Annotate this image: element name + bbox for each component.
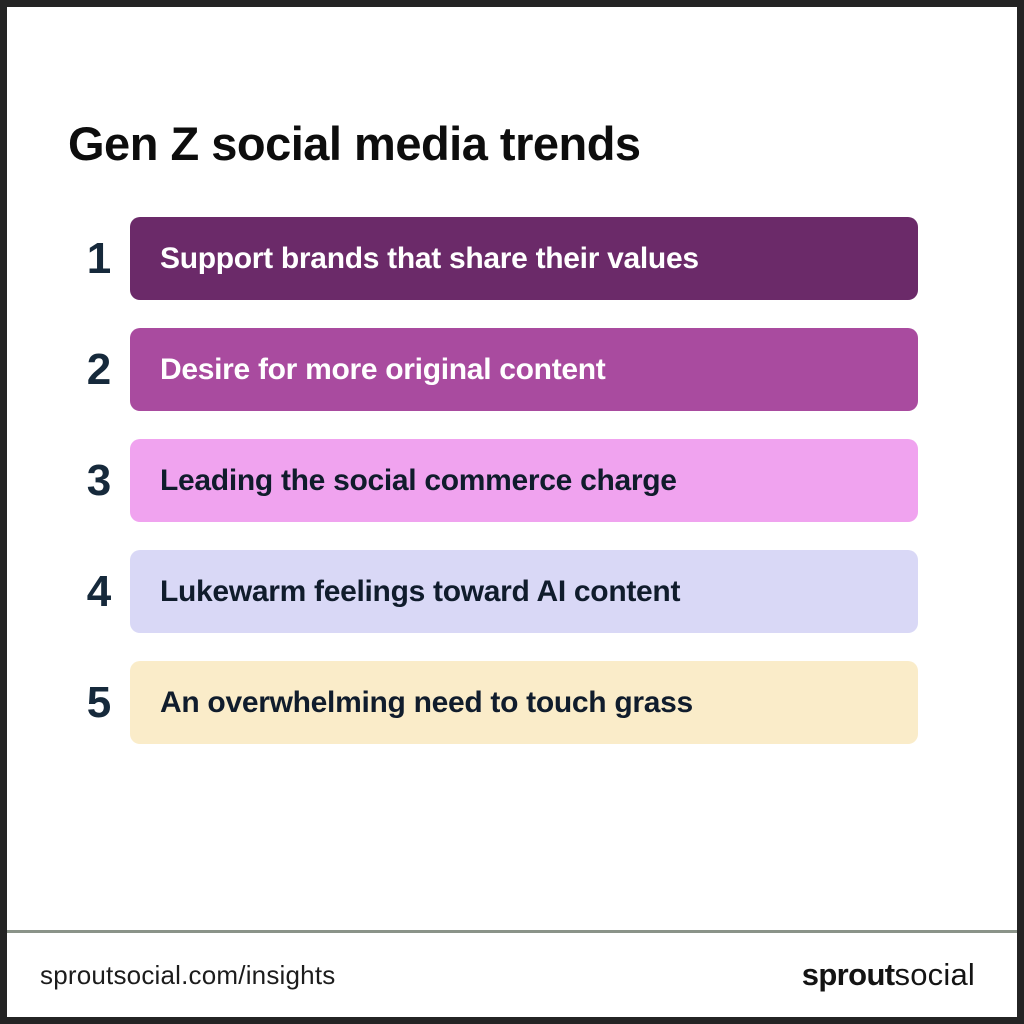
rank-number: 1: [86, 233, 112, 283]
sprout-social-logo: sproutsocial: [802, 957, 975, 993]
trend-label: Leading the social commerce charge: [160, 463, 677, 497]
page-title: Gen Z social media trends: [68, 117, 641, 171]
rank-number: 5: [86, 677, 112, 727]
trend-row-4: 4 Lukewarm feelings toward AI content: [68, 550, 918, 633]
trend-bar: An overwhelming need to touch grass: [130, 661, 918, 744]
rank-number: 2: [86, 344, 112, 394]
footer-divider: [7, 930, 1017, 933]
logo-word-sprout: sprout: [801, 957, 895, 992]
trend-label: Desire for more original content: [160, 352, 606, 386]
trend-list: 1 Support brands that share their values…: [68, 217, 918, 772]
rank-number: 3: [86, 455, 112, 505]
trend-row-2: 2 Desire for more original content: [68, 328, 918, 411]
trend-bar: Support brands that share their values: [130, 217, 918, 300]
footer: sproutsocial.com/insights sproutsocial: [7, 933, 1017, 1017]
trend-row-5: 5 An overwhelming need to touch grass: [68, 661, 918, 744]
trend-label: Lukewarm feelings toward AI content: [160, 574, 681, 608]
rank-number: 4: [86, 566, 112, 616]
trend-bar: Leading the social commerce charge: [130, 439, 918, 522]
footer-url: sproutsocial.com/insights: [40, 959, 336, 990]
logo-word-social: social: [894, 957, 975, 992]
trend-bar: Desire for more original content: [130, 328, 918, 411]
trend-bar: Lukewarm feelings toward AI content: [130, 550, 918, 633]
trend-row-1: 1 Support brands that share their values: [68, 217, 918, 300]
trend-label: Support brands that share their values: [160, 241, 699, 275]
trend-label: An overwhelming need to touch grass: [160, 685, 693, 719]
trend-row-3: 3 Leading the social commerce charge: [68, 439, 918, 522]
